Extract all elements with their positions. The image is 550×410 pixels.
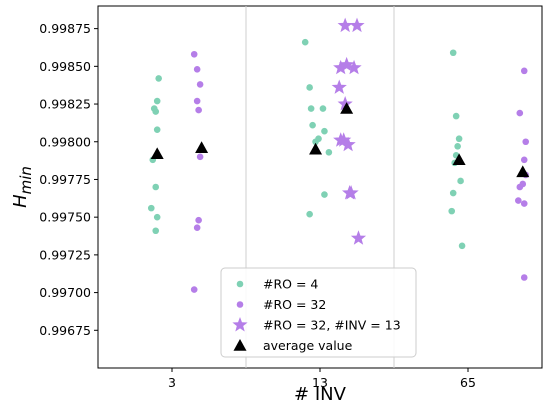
data-point	[193, 66, 201, 73]
star-point	[337, 17, 353, 33]
legend-marker-4	[233, 339, 247, 351]
data-point	[152, 108, 160, 115]
star-point	[339, 56, 355, 72]
legend-label-1: #RO = 4	[263, 277, 318, 292]
x-tick-label: 65	[460, 375, 476, 390]
y-tick-label: 0.99675	[39, 323, 91, 338]
legend-marker-2	[236, 301, 244, 308]
data-point	[321, 191, 328, 198]
y-axis-label: Hmin	[10, 166, 35, 208]
average-point	[150, 147, 164, 160]
data-point	[196, 81, 204, 88]
data-point	[325, 149, 333, 156]
legend-box	[220, 267, 417, 358]
data-point	[319, 105, 327, 112]
x-tick-label: 3	[168, 375, 176, 390]
average-point	[195, 141, 209, 153]
legend-marker-1	[236, 280, 244, 288]
y-tick-label: 0.99700	[39, 285, 91, 300]
star-point	[337, 96, 353, 111]
data-point	[190, 50, 198, 58]
y-tick-label: 0.99775	[39, 172, 91, 187]
data-point	[193, 224, 201, 232]
data-point	[153, 213, 161, 221]
y-tick-label: 0.99725	[39, 247, 91, 262]
y-tick-label: 0.99750	[39, 210, 91, 225]
x-axis-label: # INV	[294, 384, 347, 405]
data-point	[520, 274, 528, 281]
legend-label-3: #RO = 32, #INV = 13	[263, 318, 401, 333]
data-point	[452, 112, 460, 120]
y-tick-label: 0.99800	[39, 134, 91, 149]
data-point	[193, 97, 201, 105]
data-point	[152, 227, 160, 235]
data-points	[147, 17, 530, 293]
data-point	[196, 153, 204, 161]
data-point	[520, 67, 528, 75]
data-point	[515, 197, 522, 204]
data-point	[195, 216, 202, 224]
data-point	[301, 38, 309, 46]
data-point	[155, 75, 162, 82]
data-point	[153, 126, 161, 133]
average-point	[309, 142, 323, 155]
legend-label-2: #RO = 32	[263, 297, 326, 312]
y-tick-label: 0.99825	[39, 97, 91, 112]
data-point	[516, 109, 524, 117]
data-point	[457, 177, 464, 185]
star-point	[333, 59, 349, 75]
data-point	[522, 138, 530, 146]
data-point	[516, 183, 524, 191]
data-point	[307, 105, 315, 112]
data-point	[455, 135, 463, 143]
star-point	[343, 185, 359, 200]
x-tick-label: 13	[312, 375, 328, 390]
data-point	[190, 286, 198, 293]
star-point	[331, 79, 347, 94]
y-tick-label: 0.99875	[39, 21, 91, 36]
star-point	[346, 59, 362, 75]
data-point	[309, 121, 316, 129]
average-point	[452, 153, 466, 166]
star-point	[340, 136, 356, 152]
data-point	[458, 242, 466, 250]
data-point	[147, 204, 155, 212]
y-axis-label-main: H	[10, 194, 31, 208]
data-point	[306, 84, 313, 91]
data-point	[153, 97, 161, 105]
legend-marker-3	[232, 317, 248, 332]
y-axis-label-subscript: min	[17, 166, 35, 194]
y-axis: 0.99675 0.99700 0.99725 0.99750 0.99775 0.998…	[39, 21, 98, 338]
data-point	[312, 138, 319, 146]
data-point	[449, 49, 457, 57]
data-point	[306, 210, 313, 218]
data-point	[448, 207, 456, 215]
data-point	[152, 183, 160, 191]
star-point	[350, 230, 367, 245]
data-point	[520, 200, 528, 207]
legend: #RO = 4 #RO = 32 #RO = 32, #INV = 13 averag…	[220, 267, 417, 358]
y-tick-label: 0.99850	[39, 59, 91, 74]
data-point	[321, 127, 328, 135]
legend-label-4: average value	[263, 338, 353, 353]
star-point	[336, 132, 352, 147]
data-point	[520, 156, 528, 164]
average-point	[516, 165, 530, 178]
average-point	[340, 102, 354, 114]
x-axis: 3 13 65	[168, 368, 476, 390]
star-point	[349, 17, 365, 33]
data-point	[454, 142, 461, 150]
data-point	[449, 189, 457, 197]
data-point	[195, 106, 202, 114]
